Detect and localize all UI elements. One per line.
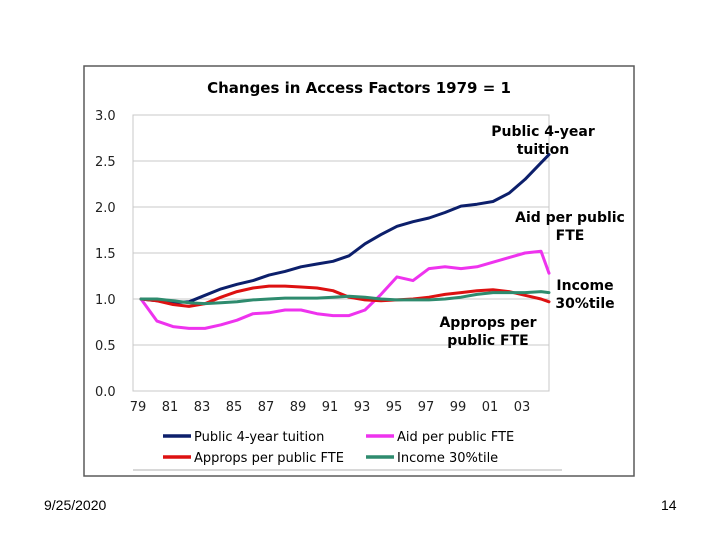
annotation-income-30: Income 30%tile [555, 278, 614, 312]
legend-label: Approps per public FTE [194, 451, 344, 466]
x-tick-label: 93 [354, 400, 371, 415]
legend-label: Income 30%tile [397, 451, 498, 466]
chart-title: Changes in Access Factors 1979 = 1 [207, 79, 511, 97]
y-axis: 0.0 0.5 1.0 1.5 2.0 2.5 3.0 [95, 109, 116, 400]
x-tick-label: 79 [130, 400, 147, 415]
x-axis: 79 81 83 85 87 89 91 93 95 97 99 01 03 [130, 400, 531, 415]
y-tick-label: 2.0 [95, 201, 116, 216]
legend-item: Approps per public FTE [163, 451, 344, 466]
series-lines [139, 153, 551, 330]
y-tick-label: 3.0 [95, 109, 116, 124]
y-tick-label: 0.5 [95, 339, 116, 354]
series-line-aid-per-fte [139, 249, 551, 330]
series-line-public-tuition [139, 153, 551, 305]
legend-item: Aid per public FTE [366, 430, 514, 445]
y-tick-label: 0.0 [95, 385, 116, 400]
y-tick-label: 1.5 [95, 247, 116, 262]
chart-frame [83, 65, 635, 477]
y-tick-label: 1.0 [95, 293, 116, 308]
x-tick-label: 89 [290, 400, 307, 415]
annotation-approps-per-fte: Approps per public FTE [439, 315, 536, 349]
footer-date: 9/25/2020 [44, 497, 107, 513]
slide-number: 14 [661, 497, 677, 513]
x-tick-label: 95 [386, 400, 403, 415]
annotation-public-tuition: Public 4-year tuition [491, 124, 595, 158]
y-tick-label: 2.5 [95, 155, 116, 170]
x-tick-label: 99 [450, 400, 467, 415]
x-tick-label: 81 [162, 400, 179, 415]
legend: Public 4-year tuition Aid per public FTE A… [163, 430, 514, 466]
annotation-aid-per-fte: Aid per public FTE [515, 210, 625, 244]
x-tick-label: 83 [194, 400, 211, 415]
legend-label: Aid per public FTE [397, 430, 514, 445]
x-tick-label: 03 [514, 400, 531, 415]
x-tick-label: 01 [482, 400, 499, 415]
legend-item: Public 4-year tuition [163, 430, 324, 445]
x-tick-label: 87 [258, 400, 275, 415]
annotations: Public 4-year tuition Aid per public FTE Inc… [439, 124, 624, 349]
legend-item: Income 30%tile [366, 451, 498, 466]
x-tick-label: 85 [226, 400, 243, 415]
series-line-income-30 [139, 290, 551, 306]
legend-label: Public 4-year tuition [194, 430, 324, 445]
x-tick-label: 97 [418, 400, 435, 415]
gridlines [133, 114, 549, 392]
x-tick-label: 91 [322, 400, 339, 415]
